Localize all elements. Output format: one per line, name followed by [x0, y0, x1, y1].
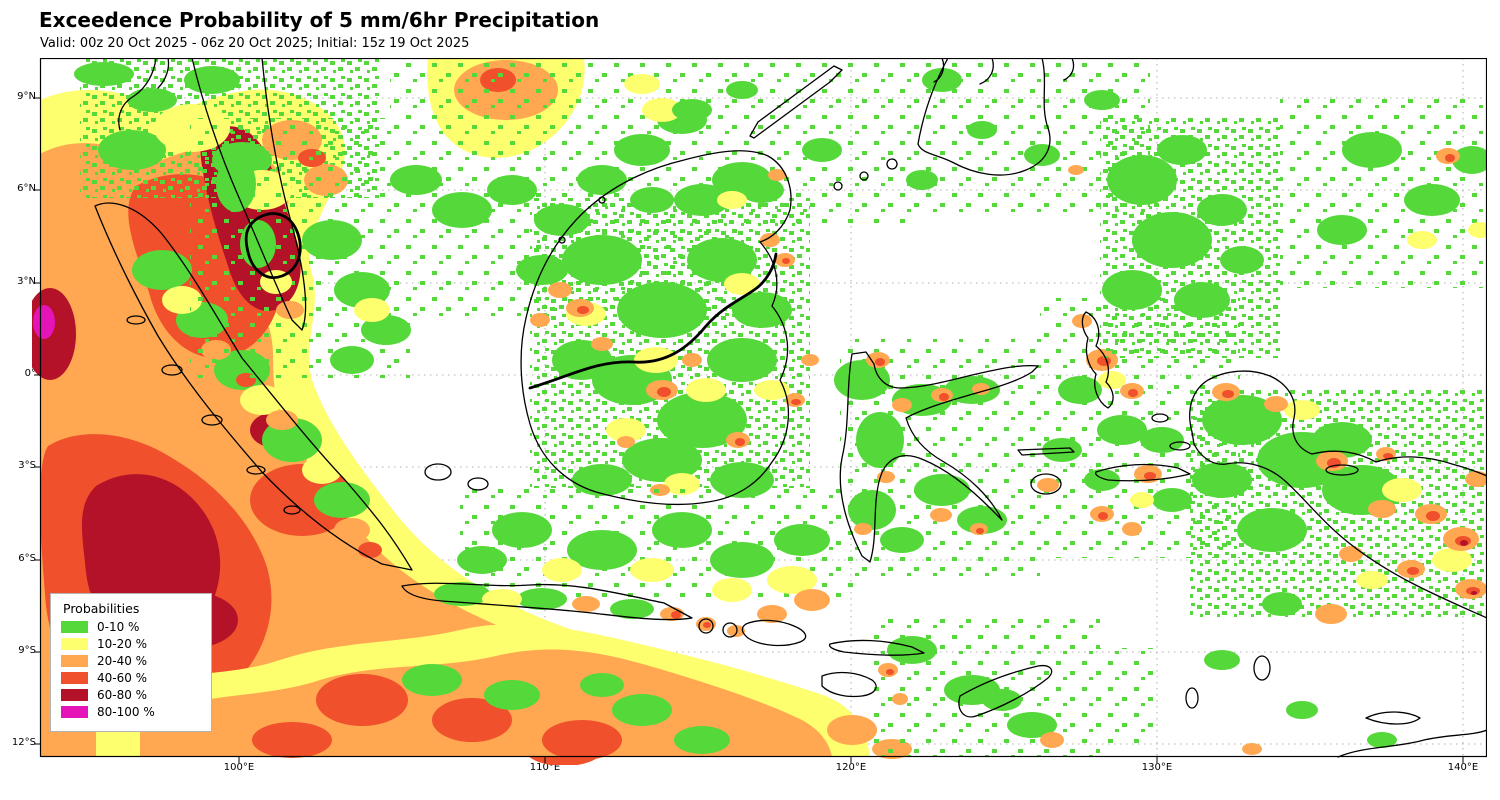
map-frame — [39, 58, 1487, 758]
legend-swatch — [61, 689, 88, 701]
legend-swatch — [61, 655, 88, 667]
precipitation-probability-map — [32, 58, 1487, 765]
lon-tick-label: 110°E — [529, 762, 561, 773]
legend-swatch — [61, 672, 88, 684]
legend-item: 80-100 % — [61, 706, 201, 718]
lat-tick-label: 3°S — [18, 460, 36, 471]
legend-label: 20-40 % — [97, 654, 148, 668]
legend-swatch — [61, 621, 88, 633]
lat-tick-label: 0° — [24, 368, 36, 379]
probability-field-layer — [32, 58, 1487, 765]
lat-tick-label: 9°N — [17, 91, 36, 102]
legend-label: 40-60 % — [97, 671, 148, 685]
lon-tick-label: 100°E — [223, 762, 255, 773]
axis-ticks — [34, 97, 1464, 763]
valid-initial-time: Valid: 00z 20 Oct 2025 - 06z 20 Oct 2025… — [40, 36, 470, 51]
coastlines-layer — [94, 58, 1487, 758]
legend: Probabilities 0-10 % 10-20 % 20-40 % 40-… — [50, 593, 212, 732]
page-title: Exceedence Probability of 5 mm/6hr Preci… — [39, 8, 600, 32]
legend-label: 80-100 % — [97, 705, 155, 719]
legend-item: 0-10 % — [61, 621, 201, 633]
legend-item: 10-20 % — [61, 638, 201, 650]
lat-tick-label: 3°N — [17, 276, 36, 287]
lat-tick-label: 6°S — [18, 553, 36, 564]
lon-tick-label: 120°E — [835, 762, 867, 773]
legend-item: 40-60 % — [61, 672, 201, 684]
legend-item: 60-80 % — [61, 689, 201, 701]
lat-tick-label: 12°S — [11, 737, 36, 748]
lat-tick-label: 9°S — [18, 645, 36, 656]
lon-tick-label: 140°E — [1447, 762, 1479, 773]
legend-title: Probabilities — [63, 601, 140, 616]
legend-swatch — [61, 706, 88, 718]
legend-label: 0-10 % — [97, 620, 140, 634]
legend-label: 10-20 % — [97, 637, 148, 651]
legend-swatch — [61, 638, 88, 650]
legend-item: 20-40 % — [61, 655, 201, 667]
lat-tick-label: 6°N — [17, 183, 36, 194]
lon-tick-label: 130°E — [1141, 762, 1173, 773]
legend-label: 60-80 % — [97, 688, 148, 702]
